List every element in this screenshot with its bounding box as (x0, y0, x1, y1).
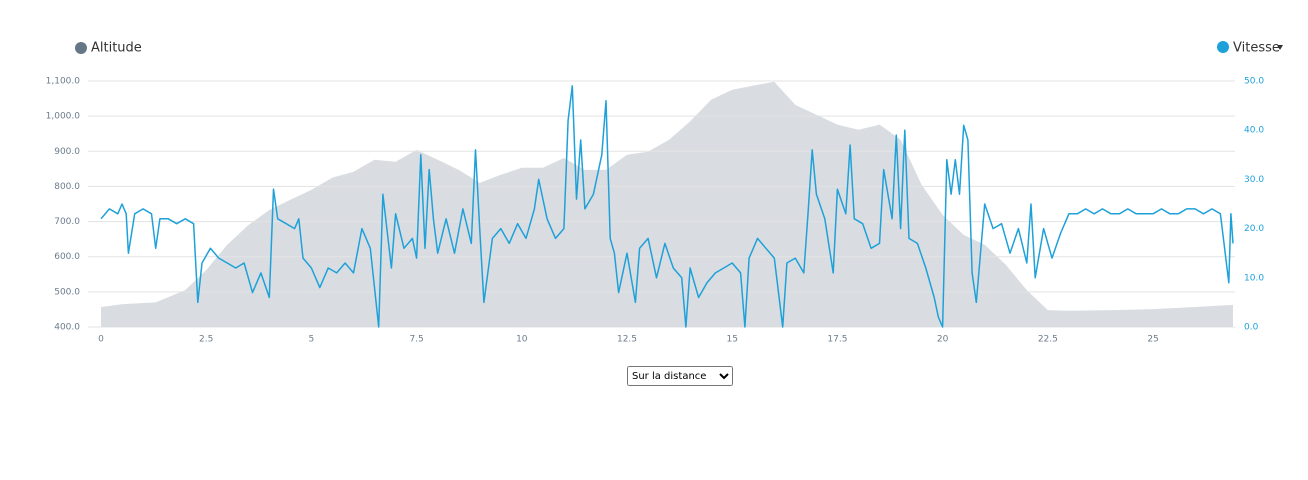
legend-label: Vitesse (1233, 41, 1280, 56)
x-tick-label: 25 (1147, 335, 1158, 345)
x-tick-label: 22.5 (1038, 335, 1058, 345)
y2-tick-label: 40.0 (1244, 126, 1264, 136)
x-tick-label: 7.5 (409, 335, 423, 345)
x-tick-label: 2.5 (199, 335, 213, 345)
chart: 400.0500.0600.0700.0800.0900.01,000.01,1… (46, 41, 1283, 345)
y-tick-label: 800.0 (54, 182, 80, 192)
y2-tick-label: 50.0 (1244, 77, 1264, 87)
mode-select[interactable]: Sur la distance (627, 366, 733, 386)
y2-tick-label: 20.0 (1244, 224, 1264, 234)
y-tick-label: 900.0 (54, 147, 80, 157)
y2-tick-label: 10.0 (1244, 273, 1264, 283)
y-tick-label: 500.0 (54, 287, 80, 297)
x-tick-label: 17.5 (827, 335, 847, 345)
x-tick-label: 20 (937, 335, 949, 345)
y-tick-label: 1,100.0 (46, 77, 81, 87)
x-tick-label: 0 (98, 335, 104, 345)
altitude-area (101, 81, 1233, 327)
y2-tick-label: 30.0 (1244, 175, 1264, 185)
x-tick-label: 12.5 (617, 335, 637, 345)
y-tick-label: 1,000.0 (46, 112, 81, 122)
y2-tick-label: 0.0 (1244, 323, 1259, 333)
x-tick-label: 15 (727, 335, 738, 345)
x-tick-label: 5 (309, 335, 315, 345)
y-tick-label: 400.0 (54, 323, 80, 333)
legend-label: Altitude (91, 41, 142, 56)
legend-marker (75, 42, 87, 54)
x-tick-label: 10 (516, 335, 528, 345)
legend-caret (1277, 45, 1283, 50)
y-tick-label: 600.0 (54, 252, 80, 262)
y-tick-label: 700.0 (54, 217, 80, 227)
speed-line (100, 85, 1234, 328)
legend-marker (1217, 41, 1229, 53)
